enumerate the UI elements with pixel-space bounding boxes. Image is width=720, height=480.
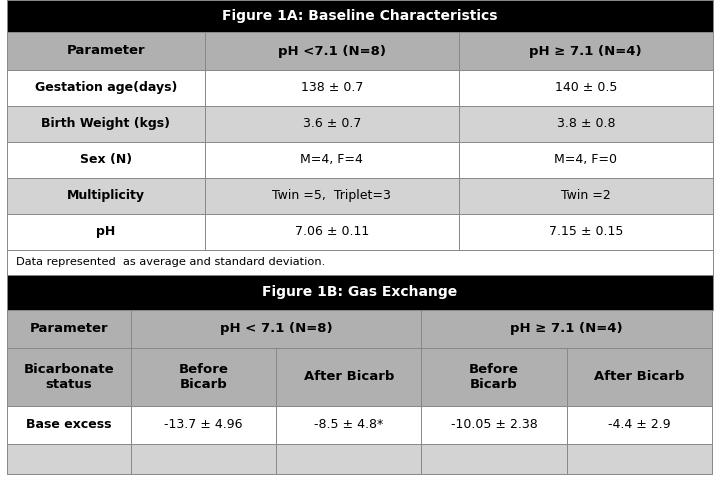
Text: pH ≥ 7.1 (N=4): pH ≥ 7.1 (N=4) bbox=[529, 45, 642, 58]
Text: Before
Bicarb: Before Bicarb bbox=[179, 363, 228, 391]
Text: After Bicarb: After Bicarb bbox=[304, 371, 394, 384]
Text: Parameter: Parameter bbox=[67, 45, 145, 58]
Text: -10.05 ± 2.38: -10.05 ± 2.38 bbox=[451, 419, 537, 432]
Text: Gestation age(days): Gestation age(days) bbox=[35, 82, 177, 95]
FancyBboxPatch shape bbox=[459, 214, 713, 250]
FancyBboxPatch shape bbox=[204, 70, 459, 106]
FancyBboxPatch shape bbox=[204, 142, 459, 178]
Text: Birth Weight (kgs): Birth Weight (kgs) bbox=[42, 118, 171, 131]
FancyBboxPatch shape bbox=[421, 310, 712, 348]
Text: Figure 1A: Baseline Characteristics: Figure 1A: Baseline Characteristics bbox=[222, 9, 498, 23]
Text: pH: pH bbox=[96, 226, 116, 239]
Text: Multiplicity: Multiplicity bbox=[67, 190, 145, 203]
Text: 7.15 ± 0.15: 7.15 ± 0.15 bbox=[549, 226, 623, 239]
FancyBboxPatch shape bbox=[7, 70, 204, 106]
FancyBboxPatch shape bbox=[7, 406, 131, 444]
FancyBboxPatch shape bbox=[276, 406, 421, 444]
Text: Data represented  as average and standard deviation.: Data represented as average and standard… bbox=[16, 257, 325, 267]
Text: M=4, F=0: M=4, F=0 bbox=[554, 154, 617, 167]
FancyBboxPatch shape bbox=[276, 444, 421, 474]
FancyBboxPatch shape bbox=[7, 310, 131, 348]
FancyBboxPatch shape bbox=[7, 250, 713, 275]
Text: Base excess: Base excess bbox=[26, 419, 112, 432]
Text: Bicarbonate
status: Bicarbonate status bbox=[24, 363, 114, 391]
Text: 140 ± 0.5: 140 ± 0.5 bbox=[554, 82, 617, 95]
Text: Twin =2: Twin =2 bbox=[561, 190, 611, 203]
FancyBboxPatch shape bbox=[567, 406, 712, 444]
FancyBboxPatch shape bbox=[459, 106, 713, 142]
FancyBboxPatch shape bbox=[7, 32, 204, 70]
FancyBboxPatch shape bbox=[7, 0, 713, 32]
Text: -8.5 ± 4.8*: -8.5 ± 4.8* bbox=[314, 419, 383, 432]
FancyBboxPatch shape bbox=[7, 214, 204, 250]
Text: Parameter: Parameter bbox=[30, 323, 108, 336]
Text: 7.06 ± 0.11: 7.06 ± 0.11 bbox=[294, 226, 369, 239]
Text: pH ≥ 7.1 (N=4): pH ≥ 7.1 (N=4) bbox=[510, 323, 623, 336]
FancyBboxPatch shape bbox=[7, 142, 204, 178]
FancyBboxPatch shape bbox=[7, 444, 131, 474]
FancyBboxPatch shape bbox=[7, 178, 204, 214]
Text: M=4, F=4: M=4, F=4 bbox=[300, 154, 363, 167]
FancyBboxPatch shape bbox=[421, 406, 567, 444]
FancyBboxPatch shape bbox=[459, 70, 713, 106]
FancyBboxPatch shape bbox=[459, 32, 713, 70]
Text: 3.6 ± 0.7: 3.6 ± 0.7 bbox=[302, 118, 361, 131]
Text: After Bicarb: After Bicarb bbox=[594, 371, 685, 384]
FancyBboxPatch shape bbox=[459, 178, 713, 214]
FancyBboxPatch shape bbox=[131, 310, 421, 348]
Text: 138 ± 0.7: 138 ± 0.7 bbox=[300, 82, 363, 95]
Text: pH < 7.1 (N=8): pH < 7.1 (N=8) bbox=[220, 323, 333, 336]
Text: Twin =5,  Triplet=3: Twin =5, Triplet=3 bbox=[272, 190, 391, 203]
Text: 3.8 ± 0.8: 3.8 ± 0.8 bbox=[557, 118, 615, 131]
FancyBboxPatch shape bbox=[131, 406, 276, 444]
Text: Figure 1B: Gas Exchange: Figure 1B: Gas Exchange bbox=[262, 286, 458, 300]
FancyBboxPatch shape bbox=[459, 142, 713, 178]
FancyBboxPatch shape bbox=[131, 444, 276, 474]
Text: Before
Bicarb: Before Bicarb bbox=[469, 363, 519, 391]
FancyBboxPatch shape bbox=[204, 178, 459, 214]
FancyBboxPatch shape bbox=[7, 106, 204, 142]
FancyBboxPatch shape bbox=[7, 275, 713, 310]
FancyBboxPatch shape bbox=[567, 444, 712, 474]
FancyBboxPatch shape bbox=[204, 214, 459, 250]
FancyBboxPatch shape bbox=[421, 348, 567, 406]
FancyBboxPatch shape bbox=[276, 348, 421, 406]
Text: -13.7 ± 4.96: -13.7 ± 4.96 bbox=[164, 419, 243, 432]
FancyBboxPatch shape bbox=[567, 348, 712, 406]
FancyBboxPatch shape bbox=[204, 106, 459, 142]
FancyBboxPatch shape bbox=[421, 444, 567, 474]
Text: pH <7.1 (N=8): pH <7.1 (N=8) bbox=[278, 45, 386, 58]
FancyBboxPatch shape bbox=[7, 348, 131, 406]
FancyBboxPatch shape bbox=[204, 32, 459, 70]
Text: -4.4 ± 2.9: -4.4 ± 2.9 bbox=[608, 419, 671, 432]
FancyBboxPatch shape bbox=[131, 348, 276, 406]
Text: Sex (N): Sex (N) bbox=[80, 154, 132, 167]
